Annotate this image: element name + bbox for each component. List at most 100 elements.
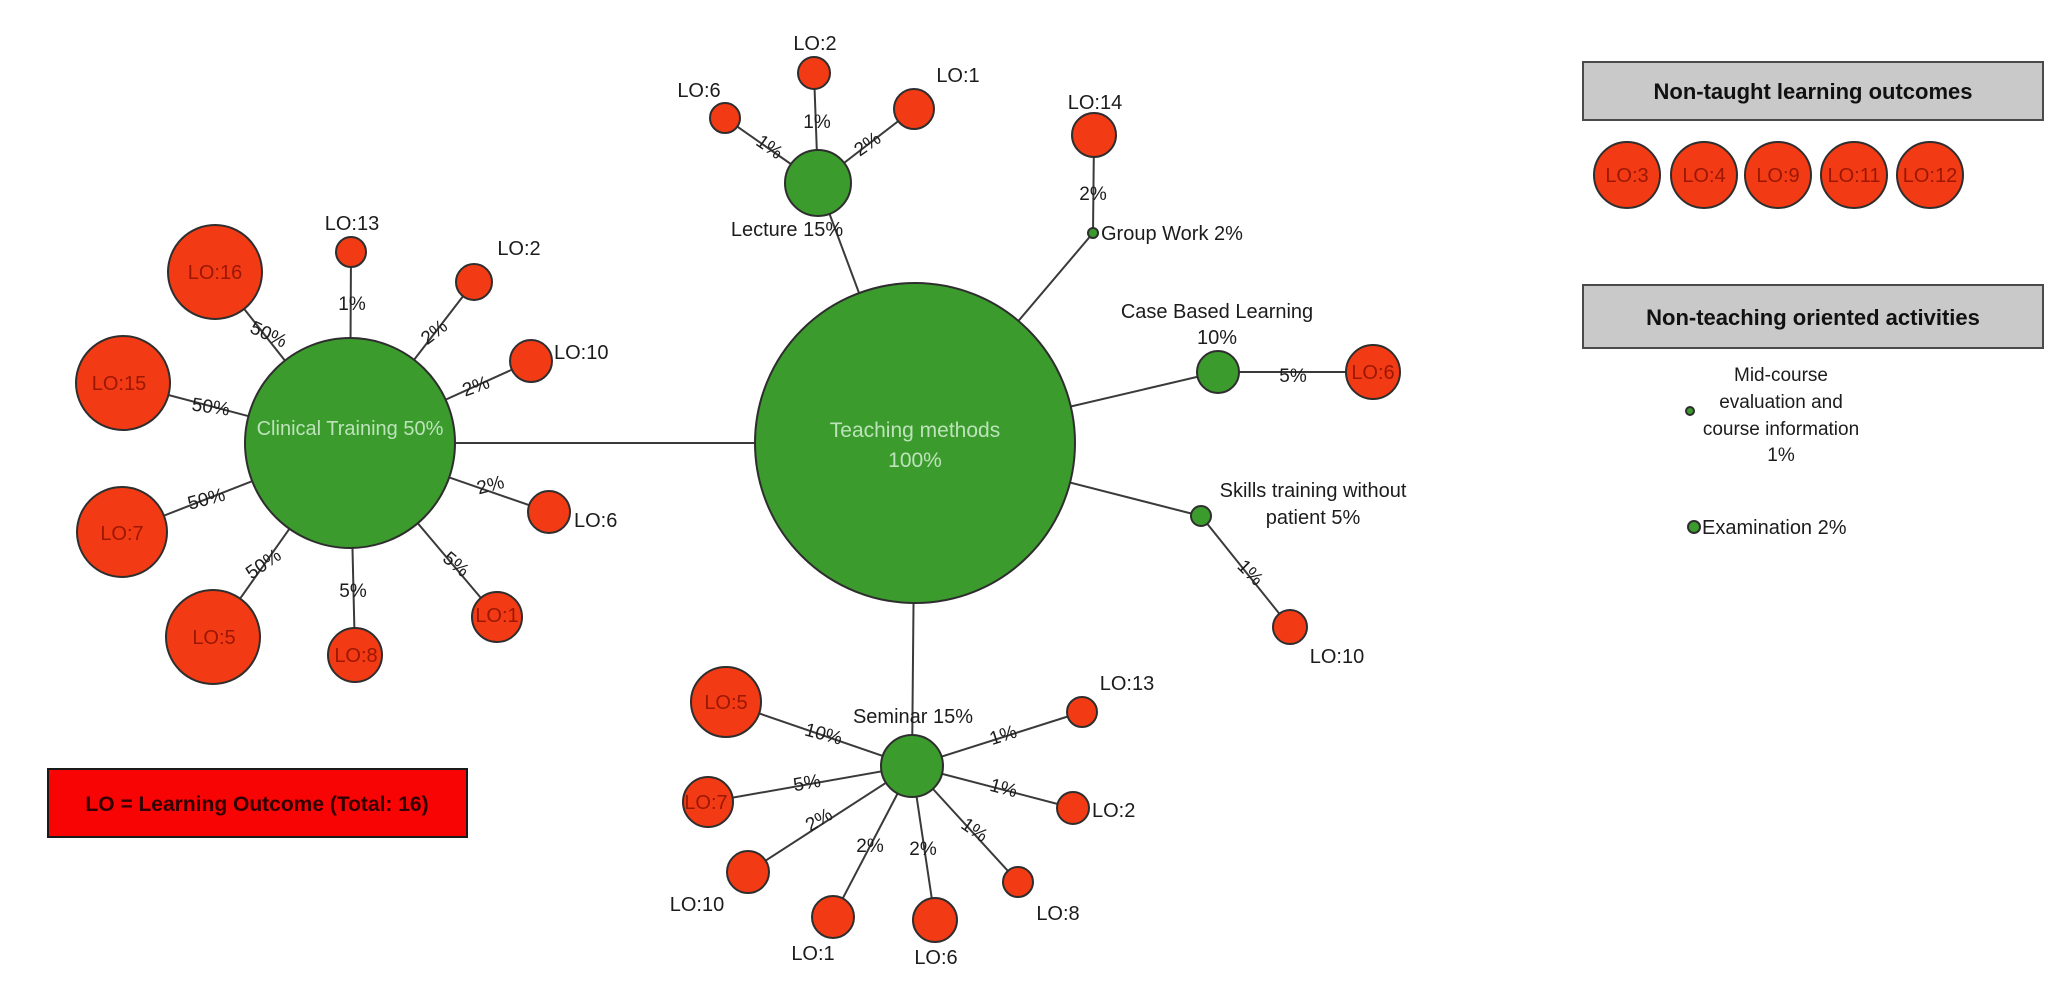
clinical-lo10-label: LO:10: [554, 342, 608, 364]
seminar-lo13-label: LO:13: [1100, 673, 1154, 695]
node-seminar-lo13: [1066, 696, 1098, 728]
node-teaching-methods: [754, 282, 1076, 604]
node-skills-lo10: [1272, 609, 1308, 645]
lecture-lo6-label: LO:6: [677, 80, 720, 102]
pct-seminar-lo1: 2%: [856, 836, 884, 857]
lecture-lo1-label: LO:1: [936, 65, 979, 87]
midcourse-line2: evaluation and: [1719, 392, 1843, 413]
pct-lecture-lo2: 1%: [803, 112, 831, 133]
pct-seminar-lo5: 10%: [802, 720, 844, 750]
node-lecture-lo2: [797, 56, 831, 90]
node-clinical-lo8: [327, 627, 383, 683]
pct-seminar-lo8: 1%: [957, 814, 992, 847]
lecture-label: Lecture 15%: [731, 219, 844, 241]
node-nontaught-lo3: [1593, 141, 1661, 209]
node-clinical-lo10: [509, 339, 553, 383]
nontaught-lo12-label: LO:12: [1903, 165, 1957, 187]
node-seminar-lo5: [690, 666, 762, 738]
seminar-lo6-label: LO:6: [914, 947, 957, 969]
node-lecture-lo6: [709, 102, 741, 134]
pct-cbl-lo6: 5%: [1279, 366, 1307, 387]
non-taught-title: Non-taught learning outcomes: [1654, 79, 1973, 104]
midcourse-line1: Mid-course: [1734, 365, 1828, 386]
nontaught-lo4-label: LO:4: [1682, 165, 1725, 187]
cbl-pct-label: 10%: [1197, 327, 1237, 349]
node-seminar-lo8: [1002, 866, 1034, 898]
examination-dot: [1687, 520, 1701, 534]
pct-clinical-lo13: 1%: [338, 294, 366, 315]
node-seminar-lo6: [912, 897, 958, 943]
pct-seminar-lo7: 5%: [792, 771, 823, 796]
clinical-lo6-label: LO:6: [574, 510, 617, 532]
clinical-training-label: Clinical Training 50%: [257, 418, 444, 440]
pct-seminar-lo6: 2%: [909, 839, 937, 860]
pct-clinical-lo5: 50%: [242, 545, 285, 584]
clinical-lo16-label: LO:16: [188, 262, 242, 284]
note-label: LO = Learning Outcome (Total: 16): [85, 793, 428, 816]
legend-non-taught: Non-taught learning outcomes LO:3 LO:4 L…: [1582, 61, 2044, 209]
node-clinical-lo15: [75, 335, 171, 431]
edge-seminar-lo7: [707, 765, 913, 803]
nontaught-lo3-label: LO:3: [1605, 165, 1648, 187]
node-nontaught-lo9: [1744, 141, 1812, 209]
nodes: [75, 56, 1401, 943]
node-seminar-lo7: [682, 776, 734, 828]
node-skills-dot: [1190, 505, 1212, 527]
skills-lo10-label: LO:10: [1310, 646, 1364, 668]
node-clinical-lo2: [455, 263, 493, 301]
lecture-lo2-label: LO:2: [793, 33, 836, 55]
pct-clinical-lo15: 50%: [190, 395, 231, 421]
node-cbl: [1196, 350, 1240, 394]
edge-seminar-lo10: [747, 765, 913, 873]
cbl-lo6-label: LO:6: [1351, 362, 1394, 384]
node-clinical-lo16: [167, 224, 263, 320]
seminar-lo2-label: LO:2: [1092, 800, 1135, 822]
non-taught-header-box: [1582, 61, 2044, 121]
clinical-lo8-label: LO:8: [334, 645, 377, 667]
clinical-lo7-label: LO:7: [100, 523, 143, 545]
node-clinical-lo13: [335, 236, 367, 268]
pct-lecture-lo6: 1%: [752, 131, 787, 164]
node-nontaught-lo4: [1670, 141, 1738, 209]
seminar-lo5-label: LO:5: [704, 692, 747, 714]
groupwork-lo14-label: LO:14: [1068, 92, 1122, 114]
node-clinical-training: [244, 337, 456, 549]
seminar-label: Seminar 15%: [853, 706, 973, 728]
pct-clinical-lo2: 2%: [417, 316, 452, 350]
cbl-label: Case Based Learning: [1121, 301, 1313, 323]
groupwork-label: Group Work 2%: [1101, 223, 1243, 245]
node-seminar-lo1: [811, 895, 855, 939]
pct-clinical-lo8: 5%: [339, 581, 367, 602]
clinical-lo1-label: LO:1: [475, 605, 518, 627]
pct-clinical-lo16: 50%: [247, 317, 290, 352]
node-cbl-lo6: [1345, 344, 1401, 400]
node-nontaught-lo11: [1820, 141, 1888, 209]
edge-skills-lo10: [1200, 515, 1291, 628]
node-clinical-lo6: [527, 490, 571, 534]
node-seminar-lo10: [726, 850, 770, 894]
node-clinical-lo7: [76, 486, 168, 578]
teaching-methods-label-line2: 100%: [888, 449, 942, 472]
clinical-lo2-label: LO:2: [497, 238, 540, 260]
midcourse-line3: course information: [1703, 419, 1859, 440]
node-lecture: [784, 149, 852, 217]
node-labels: Teaching methods 100% Clinical Training …: [92, 33, 1407, 969]
pct-seminar-lo2: 1%: [987, 775, 1019, 802]
node-clinical-lo5: [165, 589, 261, 685]
node-seminar-lo2: [1056, 791, 1090, 825]
clinical-lo15-label: LO:15: [92, 373, 146, 395]
seminar-lo10-label: LO:10: [670, 894, 724, 916]
note-box: LO = Learning Outcome (Total: 16): [47, 768, 468, 838]
teaching-methods-label-line1: Teaching methods: [830, 419, 1000, 442]
legend-non-teaching: Non-teaching oriented activities Mid-cou…: [1582, 284, 2044, 539]
node-nontaught-lo12: [1896, 141, 1964, 209]
examination-label: Examination 2%: [1702, 517, 1847, 539]
non-teaching-header-box: [1582, 284, 2044, 349]
clinical-lo13-label: LO:13: [325, 213, 379, 235]
pct-seminar-lo10: 2%: [802, 804, 836, 836]
seminar-lo8-label: LO:8: [1036, 903, 1079, 925]
pct-clinical-lo10: 2%: [460, 372, 493, 401]
skills-label-line1: Skills training without: [1220, 480, 1407, 502]
node-lecture-lo1: [893, 88, 935, 130]
